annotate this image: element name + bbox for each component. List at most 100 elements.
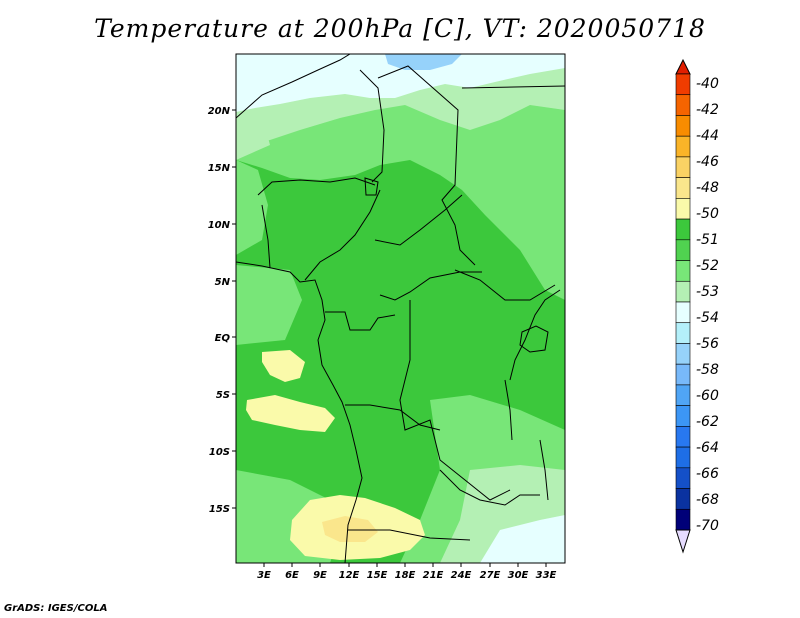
legend-label: -70 bbox=[696, 518, 719, 534]
legend-label: -42 bbox=[696, 102, 719, 118]
field-pale-cyan-north bbox=[236, 54, 565, 112]
lat-label-5s: 5S bbox=[216, 390, 230, 401]
border-egypt-sudan bbox=[461, 85, 565, 89]
lake-tanganyika bbox=[504, 379, 513, 441]
legend-swatch bbox=[675, 73, 691, 96]
longitude-axis: 3E 6E 9E 12E 15E 18E 21E 24E 27E 30E 33E bbox=[257, 563, 557, 581]
legend-label: -48 bbox=[696, 180, 719, 196]
border-mali-niger bbox=[236, 54, 351, 119]
legend-label: -56 bbox=[696, 336, 719, 352]
border-sudan-south bbox=[454, 269, 556, 301]
legend-swatch bbox=[675, 260, 691, 282]
legend-label: -66 bbox=[696, 466, 719, 482]
legend-swatch bbox=[675, 239, 691, 261]
lon-label-18e: 18E bbox=[395, 570, 416, 581]
legend-swatch bbox=[675, 488, 691, 510]
border-nigeria-benin bbox=[261, 204, 271, 269]
map-frame bbox=[235, 53, 566, 564]
field-pale-green-nw bbox=[236, 100, 270, 160]
lake-chad bbox=[364, 177, 379, 196]
legend-swatch bbox=[675, 301, 691, 324]
legend-label: -60 bbox=[696, 388, 719, 404]
border-east-lakes bbox=[509, 289, 561, 381]
border-drc-outline bbox=[399, 300, 511, 501]
legend-swatch bbox=[675, 405, 691, 427]
lon-label-3e: 3E bbox=[257, 570, 271, 581]
legend-label: -68 bbox=[696, 492, 719, 508]
color-legend: -40 -42 -44 -46 -48 -50 -51 -52 -53 -54 -56 -58 -60 -… bbox=[675, 58, 719, 554]
field-light-green-west bbox=[236, 160, 268, 255]
lat-label-10n: 10N bbox=[208, 220, 231, 231]
lon-label-33e: 33E bbox=[536, 570, 557, 581]
lon-label-27e: 27E bbox=[480, 570, 501, 581]
lat-label-eq: EQ bbox=[215, 333, 231, 344]
border-nigeria-cameroon bbox=[304, 189, 381, 281]
border-gabon bbox=[325, 311, 396, 331]
legend-swatch bbox=[675, 363, 691, 386]
legend-swatch bbox=[675, 115, 691, 137]
lat-label-15s: 15S bbox=[209, 504, 230, 515]
legend-swatch bbox=[675, 135, 691, 158]
lat-label-10s: 10S bbox=[209, 447, 230, 458]
lake-victoria bbox=[519, 325, 549, 353]
coastline-west bbox=[236, 261, 363, 563]
lake-malawi bbox=[539, 439, 549, 501]
field-pale-yellow-eq bbox=[262, 350, 305, 382]
legend-bottom-cap bbox=[675, 529, 691, 554]
field-light-green-wc bbox=[236, 265, 302, 345]
field-pale-cyan-se bbox=[480, 515, 565, 563]
legend-label: -46 bbox=[696, 154, 719, 170]
page-title: Temperature at 200hPa [C], VT: 202005071… bbox=[94, 14, 706, 43]
lon-label-15e: 15E bbox=[367, 570, 388, 581]
legend-label: -58 bbox=[696, 362, 719, 378]
lon-label-24e: 24E bbox=[451, 570, 472, 581]
legend-label: -51 bbox=[696, 232, 719, 248]
field-light-yellow-south bbox=[322, 516, 378, 542]
legend-swatch bbox=[675, 94, 691, 116]
field-pale-yellow-5s bbox=[246, 395, 335, 432]
legend-swatch bbox=[675, 467, 691, 489]
legend-swatch bbox=[675, 280, 691, 303]
lat-label-5n: 5N bbox=[215, 277, 231, 288]
legend-swatch bbox=[675, 198, 691, 220]
temperature-field bbox=[236, 54, 565, 563]
lon-label-6e: 6E bbox=[285, 570, 299, 581]
legend-label: -50 bbox=[696, 206, 719, 222]
legend-label: -52 bbox=[696, 258, 719, 274]
border-zambia bbox=[439, 469, 540, 506]
latitude-axis: 20N 15N 10N 5N EQ 5S 10S 15S bbox=[208, 106, 236, 515]
lon-label-21e: 21E bbox=[423, 570, 444, 581]
lon-label-30e: 30E bbox=[508, 570, 529, 581]
legend-top-cap bbox=[675, 58, 691, 75]
legend-swatch bbox=[675, 218, 691, 241]
legend-swatch bbox=[675, 322, 691, 344]
lon-label-12e: 12E bbox=[339, 570, 360, 581]
border-angola bbox=[345, 404, 441, 431]
country-borders bbox=[236, 54, 565, 563]
legend-label: -44 bbox=[696, 128, 719, 144]
border-angola-namibia bbox=[348, 529, 471, 541]
legend-swatch bbox=[675, 426, 691, 448]
legend-label: -54 bbox=[696, 310, 719, 326]
legend-label: -40 bbox=[696, 76, 719, 92]
border-niger-nigeria bbox=[257, 177, 376, 196]
legend-swatch bbox=[675, 343, 691, 365]
border-chad-sudan bbox=[377, 65, 476, 266]
lat-label-20n: 20N bbox=[208, 106, 231, 117]
legend-swatch bbox=[675, 508, 691, 531]
border-cameroon-car bbox=[374, 194, 463, 246]
legend-label: -62 bbox=[696, 414, 719, 430]
credit-label: GrADS: IGES/COLA bbox=[4, 603, 108, 614]
lon-label-9e: 9E bbox=[313, 570, 327, 581]
legend-swatch bbox=[675, 384, 691, 406]
legend-swatch bbox=[675, 177, 691, 199]
legend-label: -64 bbox=[696, 440, 719, 456]
legend-swatch bbox=[675, 156, 691, 178]
legend-label: -53 bbox=[696, 284, 719, 300]
lat-label-15n: 15N bbox=[208, 163, 231, 174]
border-car-congo bbox=[379, 271, 482, 301]
border-niger-chad-libya bbox=[359, 69, 385, 183]
legend-swatch bbox=[675, 446, 691, 469]
field-light-blue-north bbox=[385, 54, 462, 70]
